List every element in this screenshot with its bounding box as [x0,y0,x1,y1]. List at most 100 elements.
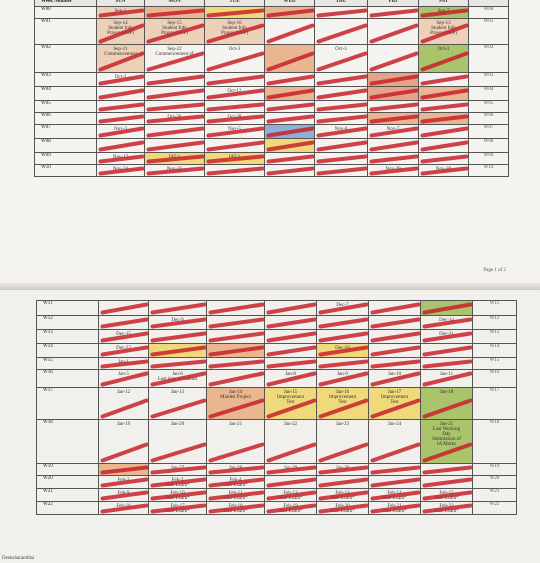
day-cell [368,315,421,330]
day-cell: Feb-19 SEE Exam* [264,501,317,515]
day-cell-text: Oct-3 [228,47,241,52]
day-cell: Sep-7 [418,6,469,19]
week-number-right: W08 [468,138,509,153]
day-cell-text: Feb-13 SEE Exam* [330,491,355,501]
day-cell-text [369,102,418,104]
day-cell-text [370,317,420,319]
day-cell [144,86,205,101]
week-number-right: W02 [468,44,509,73]
day-cell-text [369,20,418,22]
day-cell: Dec-26 [316,343,369,358]
day-cell-text: Jan-8 [285,372,296,377]
day-cell-text [206,8,264,10]
day-cell-text [370,345,420,347]
day-cell-text [266,331,316,333]
calendar-table-page-1: Week Number SUN MON TUE WED THU FRI SAT W00 Sep-1… [34,0,509,177]
day-cell [148,343,207,358]
day-cell-text: Dec-14 [439,318,454,323]
day-cell [204,6,265,19]
day-cell [367,112,419,125]
day-cell [314,152,368,165]
day-cell: Jan-23 [316,419,369,464]
day-cell-text [266,20,314,22]
day-cell-text [208,317,264,319]
day-cell-text [266,302,316,304]
day-cell-text [420,114,468,116]
day-cell-text: Feb-18 SEE Exam* [223,504,248,514]
day-cell-text [369,154,418,156]
week-number-cell: W16 [36,369,99,388]
week-number-cell: W22 [36,501,99,515]
day-cell-text [266,166,314,168]
day-cell-text [369,46,418,48]
week-row: W13 Dec-15 Dec-21 W13 [36,329,517,344]
day-cell-text [150,359,206,361]
day-cell-text: Jan-16 Improvement Test [329,390,356,405]
day-cell-text: Jan-12 [116,390,131,395]
week-row: W18 Jan-19 Jan-20 Jan-21 Jan-22 Jan-23 Jan-24 J… [36,419,517,464]
day-cell-text [370,359,420,361]
day-cell [418,100,469,113]
day-cell [96,138,145,153]
day-cell [420,475,473,489]
day-cell [367,138,419,153]
week-number-cell: W06 [34,112,97,125]
day-cell-text [266,359,316,361]
day-cell-text: Feb-19 SEE Exam* [278,504,303,514]
day-cell-text [422,345,472,347]
day-cell-text: Dec-21 [439,332,454,337]
day-cell-text [208,359,264,361]
week-number-right: W18 [472,419,517,464]
day-cell [367,152,419,165]
week-number-right: W01 [468,18,509,45]
day-cell-text [316,74,367,76]
day-cell-text [420,74,468,76]
week-number-cell: W17 [36,387,99,420]
day-cell: Nov-6 [314,124,368,139]
day-cell-text: Feb-11 SEE Exam* [223,491,248,501]
day-cell-text [266,154,314,156]
day-cell [420,343,473,358]
day-cell: Sep-16 Student Info Prayer (SOP) [204,18,265,45]
week-row: W14 Dec-22 Dec-26 W14 [36,343,517,358]
day-cell-text: Sep-22 Commencement of [155,47,194,57]
day-cell: IAT-1 [144,152,205,165]
day-cell: Dec-21 [420,329,473,344]
day-cell [264,138,315,153]
day-cell: Nov-29 [367,164,419,177]
day-cell-text: Jan-17 Improvement Test [381,390,408,405]
day-cell: Jan-22 [264,419,317,464]
day-cell [367,44,419,73]
day-cell [98,315,149,330]
day-cell-text [316,154,367,156]
week-row: W17 Jan-12 Jan-13 Jan-14 Maiden Project Jan-… [36,387,517,420]
day-cell-text [370,477,420,479]
day-cell: Oct-3 [96,72,145,87]
day-cell-text [98,102,144,104]
day-cell: Nov-5 [204,124,265,139]
week-number-right: W03 [468,72,509,87]
day-cell [316,329,369,344]
week-row: W05 W05 [34,100,509,113]
day-cell-text [100,302,148,304]
week-number-right: W13 [472,329,517,344]
day-cell: Oct-28 [204,112,265,125]
day-cell: Nov-24 [96,164,145,177]
day-cell [206,329,265,344]
week-row: W02 Sep-21 Commencement Sep-22 Commencemen… [34,44,509,73]
day-cell-text: Jan-25 Last Working Day Submission of IA… [432,422,461,447]
day-cell-text [420,102,468,104]
day-cell-text: Jan-15 Improvement Test [277,390,304,405]
day-cell-text: Jan-6 Last date to Submit [157,372,198,382]
day-cell-text: Jan-30 [335,466,350,471]
day-cell-text: Jan-20 [170,422,185,427]
week-number-cell: W09 [34,152,97,165]
day-cell-text [266,317,316,319]
day-cell: Sep-13 Student Info Prayer (SOP) [418,18,469,45]
day-cell: Nov-7 [367,124,419,139]
day-cell-text: Dec-26 [335,346,350,351]
day-cell-text [266,74,314,76]
day-cell-text [316,8,367,10]
day-cell [418,72,469,87]
week-number-right: W11 [472,300,517,316]
